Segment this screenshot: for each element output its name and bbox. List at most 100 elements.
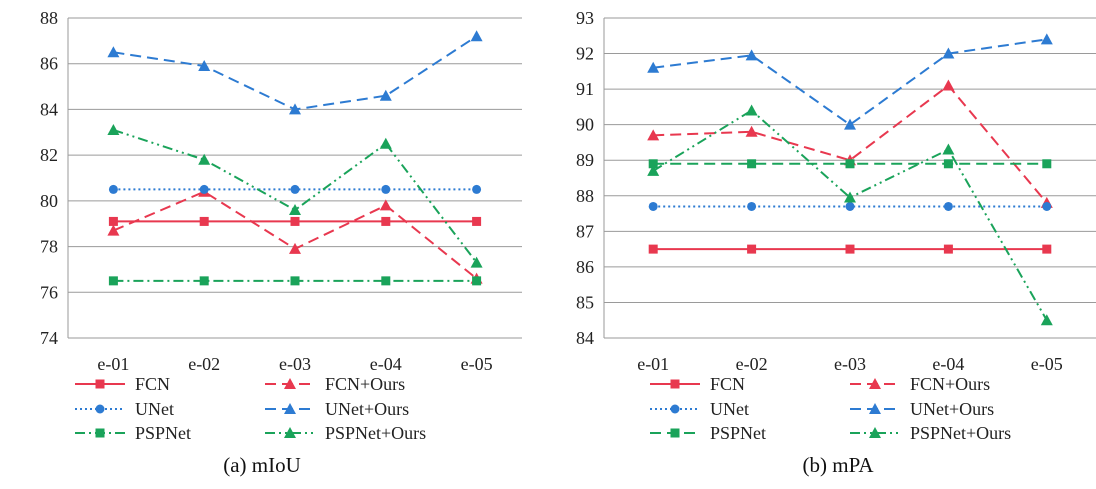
x-tick-label: e-02 [188,354,220,374]
y-tick-label: 86 [40,54,58,74]
legend-label: PSPNet+Ours [325,423,426,443]
legend-label: PSPNet [710,423,766,443]
data-point [290,276,300,286]
data-point [845,159,855,169]
data-point [379,137,392,149]
x-tick-label: e-02 [736,354,768,374]
chart-caption: (b) mPA [803,453,875,477]
x-tick-label: e-05 [1031,354,1063,374]
data-point [647,61,660,73]
data-point [107,224,120,236]
y-tick-label: 89 [576,150,594,170]
series-line [653,84,1048,204]
data-point [1042,201,1052,211]
data-point [199,184,209,194]
x-tick-label: e-04 [370,354,402,374]
data-point [648,201,658,211]
series-line [652,109,1048,321]
data-point [108,216,118,226]
y-tick-label: 93 [576,8,594,28]
data-point [747,201,757,211]
legend-label: UNet+Ours [325,399,409,419]
data-point [199,216,209,226]
data-point [648,159,658,169]
data-point [647,164,660,176]
series-line [113,35,478,111]
legend-marker [670,379,680,389]
data-point [942,143,955,155]
legend-marker [95,404,105,414]
data-point [745,49,758,61]
legend-marker [284,427,296,438]
data-point [1040,314,1053,326]
data-point [844,191,856,203]
y-tick-label: 88 [576,186,594,206]
data-point [472,276,482,286]
legend-label: FCN [135,374,170,394]
legend-label: PSPNet [135,423,191,443]
data-point [845,201,855,211]
data-point [108,184,118,194]
x-tick-label: e-01 [637,354,669,374]
data-point [290,184,300,194]
legend-marker [284,403,296,414]
data-point [845,244,855,254]
legend-label: UNet [710,399,749,419]
series-line [113,129,478,264]
legend-marker [869,378,881,389]
y-tick-label: 84 [40,99,58,119]
data-point [647,129,660,141]
data-point [199,276,209,286]
legend-label: FCN+Ours [325,374,405,394]
data-point [747,159,757,169]
data-point [747,244,757,254]
y-tick-label: 92 [576,44,594,64]
x-tick-label: e-01 [97,354,129,374]
data-point [107,124,120,135]
data-point [108,276,118,286]
y-tick-label: 80 [40,191,58,211]
data-point [379,199,392,211]
x-tick-label: e-04 [932,354,964,374]
data-point [942,47,955,59]
y-tick-label: 87 [576,221,594,241]
legend-marker [284,378,296,389]
data-point [290,216,300,226]
data-point [470,30,483,42]
y-tick-label: 90 [576,115,594,135]
data-point [289,103,301,115]
y-tick-label: 91 [576,79,594,99]
legend-marker [95,379,105,389]
data-point [943,201,953,211]
data-point [198,60,211,71]
data-point [472,184,482,194]
y-tick-label: 82 [40,145,58,165]
legend-marker [670,428,680,438]
data-point [745,125,758,137]
data-point [289,242,301,254]
chart-mpa: 84 85 86 87 88 89 90 91 92 93 e-01 e-02 e-03 e-04 e-05… [576,8,1096,477]
y-tick-label: 88 [40,8,58,28]
y-tick-label: 84 [576,328,594,348]
legend-label: UNet+Ours [910,399,994,419]
data-point [381,184,391,194]
data-point [381,216,391,226]
legend-marker [670,404,680,414]
data-point [943,244,953,254]
y-tick-label: 74 [40,328,58,348]
data-point [198,153,211,165]
chart-miou: 74 76 78 80 82 84 86 88 e-01 e-02 e-03 e-04 e-05 FCN F… [40,8,522,477]
legend-label: PSPNet+Ours [910,423,1011,443]
data-point [379,89,392,101]
series-line [653,38,1047,126]
data-point [107,46,120,58]
data-point [1042,244,1052,254]
legend-marker [869,403,881,414]
data-point [943,159,953,169]
x-tick-label: e-03 [834,354,866,374]
data-point [1042,159,1052,169]
data-point [648,244,658,254]
legend-label: FCN+Ours [910,374,990,394]
y-tick-label: 85 [576,292,594,312]
